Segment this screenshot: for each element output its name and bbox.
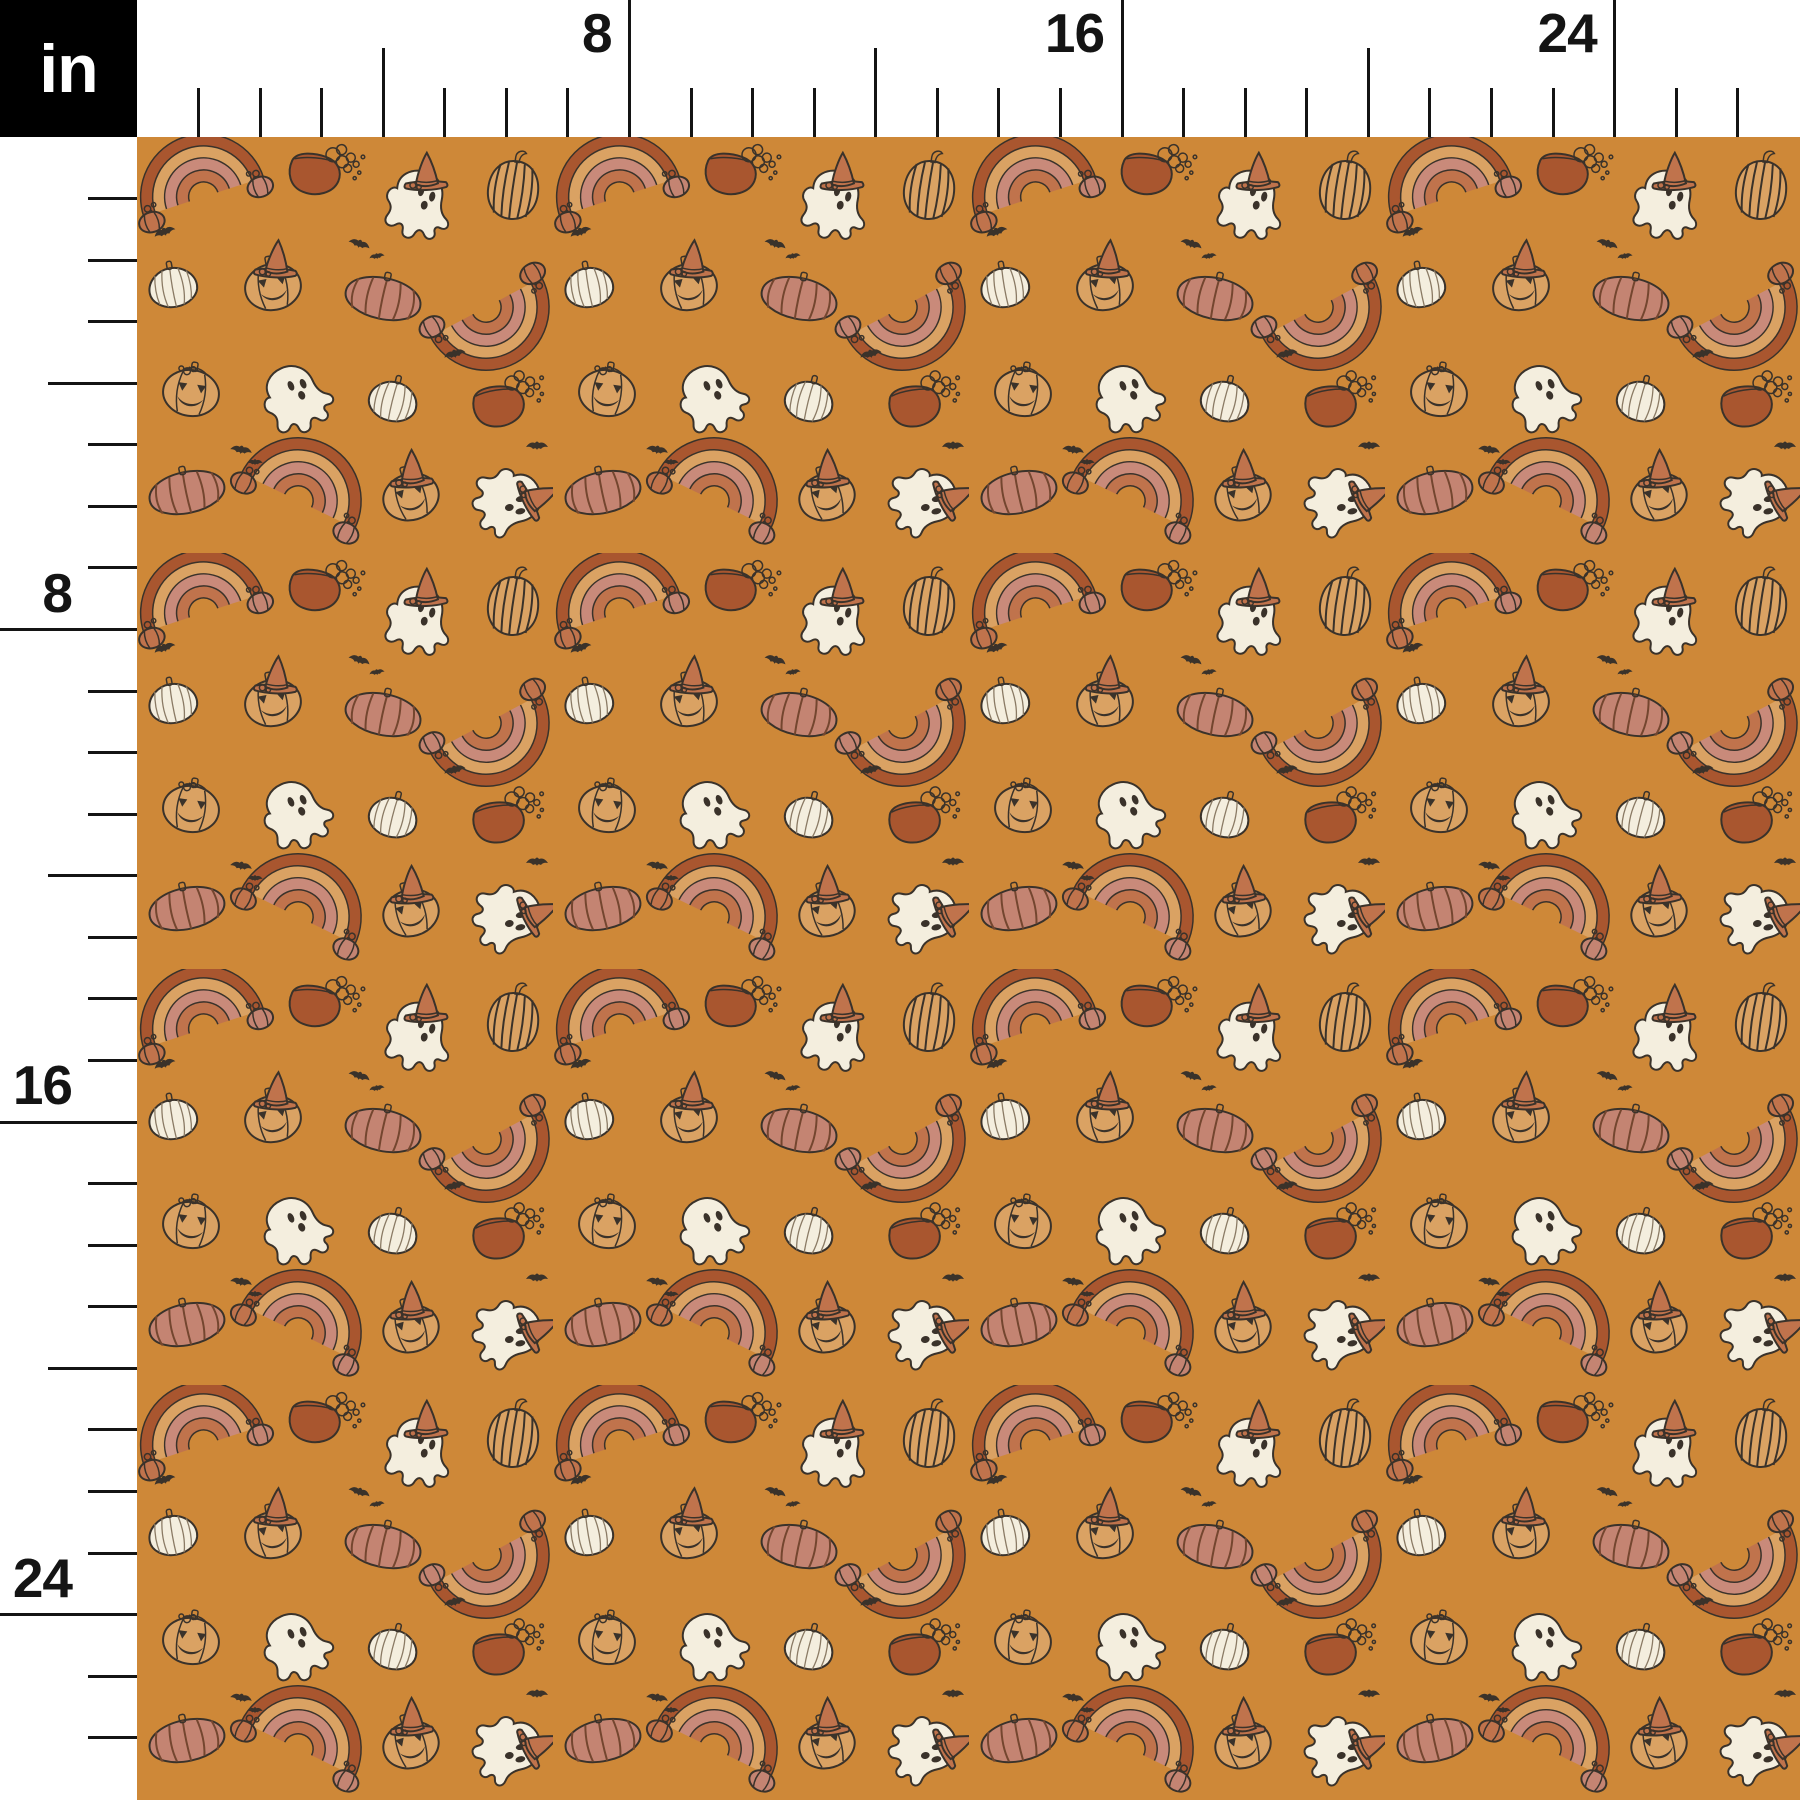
ruler-top-tick-12in	[874, 48, 877, 137]
ruler-top-tick-4in	[382, 48, 385, 137]
ruler-top-label-24: 24	[1397, 6, 1597, 61]
ruler-top-tick-7in	[566, 88, 569, 137]
ruler-top-tick-25in	[1675, 88, 1678, 137]
ruler-top-tick-5in	[443, 88, 446, 137]
ruler-left-tick-10in	[88, 751, 137, 754]
ruler-left-tick-13in	[88, 936, 137, 939]
ruler-left-tick-23in	[88, 1552, 137, 1555]
ruler-top-tick-8in	[628, 0, 631, 137]
ruler-left-tick-25in	[88, 1675, 137, 1678]
ruler-top-tick-2in	[259, 88, 262, 137]
ruler-left-tick-11in	[88, 813, 137, 816]
ruler-top-tick-15in	[1059, 88, 1062, 137]
unit-box: in	[0, 0, 137, 137]
ruler-left-tick-2in	[88, 259, 137, 262]
ruler-top-tick-10in	[751, 88, 754, 137]
ruler-top-tick-6in	[505, 88, 508, 137]
ruler-left-tick-5in	[88, 443, 137, 446]
ruler-top-tick-26in	[1736, 88, 1739, 137]
unit-label: in	[39, 35, 97, 103]
ruler-left-tick-18in	[88, 1244, 137, 1247]
ruler-left-tick-21in	[88, 1428, 137, 1431]
ruler-left-tick-16in	[0, 1121, 137, 1124]
ruler-top-tick-20in	[1367, 48, 1370, 137]
ruler-top-tick-1in	[197, 88, 200, 137]
ruler-left-tick-24in	[0, 1613, 137, 1616]
ruler-top-tick-11in	[813, 88, 816, 137]
ruler-left-label-8: 8	[0, 566, 72, 621]
ruler-vertical: 8 16 24	[0, 137, 137, 1800]
ruler-top-tick-24in	[1613, 0, 1616, 137]
ruler-left-tick-20in	[48, 1367, 137, 1370]
ruler-top-tick-18in	[1244, 88, 1247, 137]
fabric-swatch	[137, 137, 1800, 1800]
ruler-top-tick-14in	[997, 88, 1000, 137]
ruler-left-tick-7in	[88, 566, 137, 569]
ruler-left-tick-8in	[0, 628, 137, 631]
ruler-top-tick-17in	[1182, 88, 1185, 137]
ruler-left-tick-3in	[88, 320, 137, 323]
ruler-left-label-16: 16	[0, 1058, 72, 1113]
ruler-horizontal: 8 16 24	[0, 0, 1800, 137]
ruler-top-tick-21in	[1428, 88, 1431, 137]
ruler-top-label-8: 8	[412, 6, 612, 61]
ruler-top-tick-23in	[1552, 88, 1555, 137]
fabric-pattern-svg	[137, 137, 1800, 1800]
ruler-left-tick-19in	[88, 1305, 137, 1308]
ruler-left-tick-1in	[88, 197, 137, 200]
ruler-left-tick-6in	[88, 505, 137, 508]
ruler-top-tick-9in	[690, 88, 693, 137]
ruler-top-label-16: 16	[904, 6, 1104, 61]
ruler-top-tick-19in	[1305, 88, 1308, 137]
ruler-left-label-24: 24	[0, 1551, 72, 1606]
ruler-left-tick-22in	[88, 1490, 137, 1493]
ruler-left-tick-26in	[88, 1736, 137, 1739]
ruler-top-tick-13in	[936, 88, 939, 137]
ruler-top-tick-16in	[1121, 0, 1124, 137]
ruler-left-tick-4in	[48, 382, 137, 385]
ruler-top-tick-3in	[320, 88, 323, 137]
ruler-left-tick-15in	[88, 1059, 137, 1062]
fabric-area	[137, 137, 1800, 1800]
ruler-left-tick-17in	[88, 1182, 137, 1185]
ruler-left-tick-14in	[88, 997, 137, 1000]
ruler-top-tick-22in	[1490, 88, 1493, 137]
ruler-left-tick-9in	[88, 690, 137, 693]
ruler-left-tick-12in	[48, 874, 137, 877]
